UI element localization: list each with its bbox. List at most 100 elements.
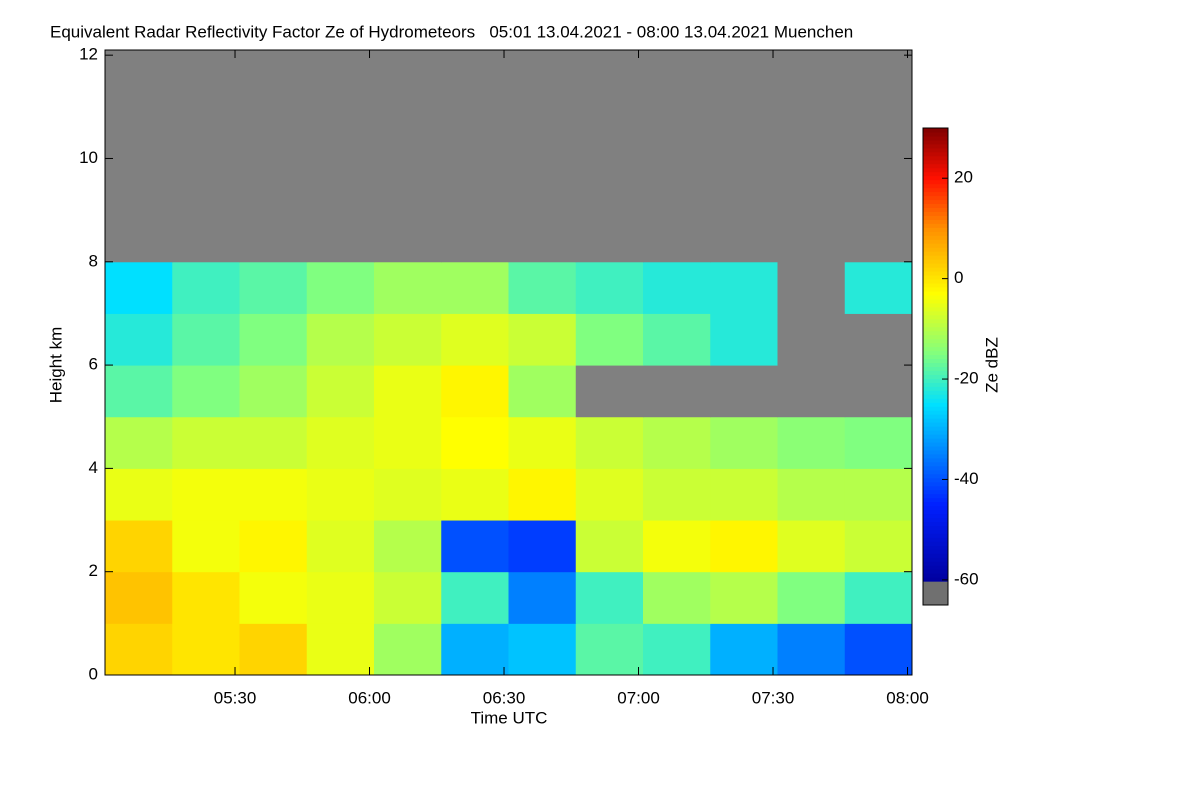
colorbar-step xyxy=(923,374,948,379)
colorbar-step xyxy=(923,346,948,352)
heatmap-cell xyxy=(643,210,711,263)
colorbar-step xyxy=(923,163,948,169)
heatmap-cell xyxy=(508,623,577,675)
heatmap-cell xyxy=(306,520,375,573)
y-tick-label: 2 xyxy=(89,561,98,580)
colorbar-step xyxy=(923,505,948,511)
colorbar-step xyxy=(923,449,948,455)
heatmap-cell xyxy=(643,416,711,469)
colorbar-step xyxy=(923,279,948,284)
heatmap-cell xyxy=(575,210,644,263)
heatmap-cell xyxy=(239,623,308,675)
colorbar-step xyxy=(923,338,948,344)
colorbar-step xyxy=(923,541,948,546)
heatmap-cell xyxy=(306,106,375,159)
colorbar-step xyxy=(923,147,948,153)
heatmap-cell xyxy=(239,158,308,211)
colorbar-step xyxy=(923,358,948,364)
heatmap-cell xyxy=(374,261,442,314)
colorbar-step xyxy=(923,223,948,228)
colorbar-step xyxy=(923,128,948,133)
colorbar-step xyxy=(923,533,948,538)
heatmap-cell xyxy=(306,468,375,521)
heatmap-cell xyxy=(508,571,577,624)
heatmap-cell xyxy=(172,55,240,108)
colorbar-step xyxy=(923,473,948,479)
colorbar-tick-label: -40 xyxy=(954,469,979,488)
heatmap-cell xyxy=(508,313,577,366)
colorbar-tick-label: 20 xyxy=(954,168,973,187)
heatmap-cell xyxy=(710,520,778,573)
colorbar-step xyxy=(923,601,948,606)
colorbar-step xyxy=(923,263,948,268)
heatmap-cell xyxy=(710,210,778,263)
colorbar-step xyxy=(923,517,948,523)
colorbar-step xyxy=(923,406,948,411)
heatmap-cell xyxy=(777,261,846,314)
colorbar-step xyxy=(923,211,948,216)
heatmap-cell xyxy=(374,571,442,624)
heatmap-cell xyxy=(710,158,778,211)
colorbar-step xyxy=(923,302,948,308)
colorbar-step xyxy=(923,143,948,149)
heatmap-cell xyxy=(508,365,577,418)
y-tick-label: 4 xyxy=(89,458,98,477)
heatmap-cell xyxy=(172,520,240,573)
colorbar-step xyxy=(923,215,948,220)
heatmap-cell xyxy=(441,210,509,263)
colorbar-step xyxy=(923,378,948,383)
colorbar-tick-label: -60 xyxy=(954,569,979,588)
heatmap-cell xyxy=(575,261,644,314)
heatmap-cell xyxy=(239,468,308,521)
colorbar-step xyxy=(923,529,948,534)
heatmap-cell xyxy=(172,365,240,418)
y-tick-label: 6 xyxy=(89,355,98,374)
x-axis-label: Time UTC xyxy=(471,708,548,727)
colorbar-step xyxy=(923,465,948,471)
colorbar-step xyxy=(923,239,948,244)
colorbar-step xyxy=(923,362,948,367)
y-tick-label: 12 xyxy=(79,45,98,64)
colorbar-step xyxy=(923,243,948,248)
heatmap-cell xyxy=(239,261,308,314)
colorbar-step xyxy=(923,418,948,423)
colorbar-step xyxy=(923,151,948,157)
y-tick-label: 0 xyxy=(89,664,98,683)
heatmap-cell xyxy=(643,623,711,675)
colorbar-step xyxy=(923,549,948,554)
heatmap-cell xyxy=(575,623,644,675)
x-tick-label: 05:30 xyxy=(214,688,257,707)
heatmap-cell xyxy=(239,106,308,159)
heatmap-cell xyxy=(508,468,577,521)
chart-title: Equivalent Radar Reflectivity Factor Ze … xyxy=(50,22,853,41)
colorbar-label: Ze dBZ xyxy=(982,337,1001,393)
heatmap-cell xyxy=(306,261,375,314)
colorbar-step xyxy=(923,187,948,193)
colorbar-step xyxy=(923,235,948,240)
colorbar-step xyxy=(923,350,948,356)
colorbar-step xyxy=(923,525,948,530)
heatmap-cell xyxy=(777,313,846,366)
heatmap-cell xyxy=(777,468,846,521)
heatmap-cell xyxy=(306,158,375,211)
heatmap-cell xyxy=(374,520,442,573)
heatmap-cell xyxy=(105,416,173,469)
heatmap-cell xyxy=(172,106,240,159)
colorbar-step xyxy=(923,275,948,280)
heatmap-cell xyxy=(105,106,173,159)
colorbar-step xyxy=(923,179,948,185)
heatmap-cell xyxy=(374,158,442,211)
heatmap-cell xyxy=(172,623,240,675)
colorbar-step xyxy=(923,314,948,320)
heatmap-cell xyxy=(441,365,509,418)
x-tick-label: 06:30 xyxy=(483,688,526,707)
colorbar-step xyxy=(923,334,948,340)
heatmap-cell xyxy=(306,571,375,624)
colorbar-step xyxy=(923,414,948,419)
heatmap-cell xyxy=(441,416,509,469)
x-tick-label: 07:00 xyxy=(617,688,660,707)
colorbar-step xyxy=(923,370,948,375)
colorbar-step xyxy=(923,342,948,348)
heatmap-cell xyxy=(508,106,577,159)
